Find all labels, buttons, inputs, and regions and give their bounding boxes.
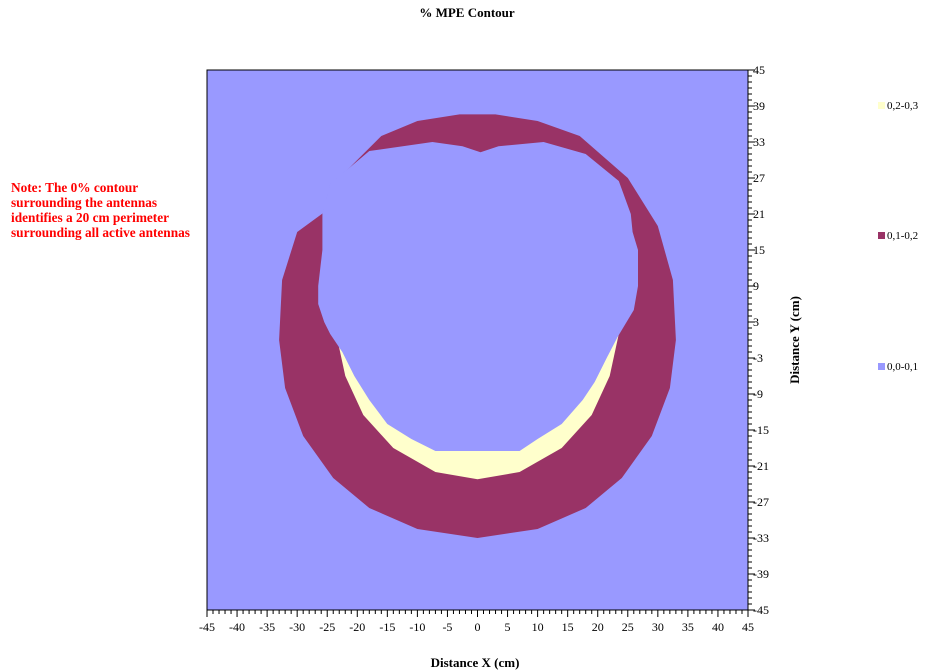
y-tick-label: -39 [753, 567, 769, 581]
x-tick-label: 15 [562, 620, 574, 634]
y-tick-label: -9 [753, 387, 763, 401]
contour-region-3 [318, 142, 638, 451]
y-tick-label: 39 [753, 99, 765, 113]
x-tick-label: -5 [442, 620, 452, 634]
y-tick-label: -33 [753, 531, 769, 545]
x-tick-label: 25 [622, 620, 634, 634]
x-tick-label: -30 [289, 620, 305, 634]
y-tick-label: -21 [753, 459, 769, 473]
legend-label: 0,0-0,1 [887, 361, 918, 373]
y-tick-label: -15 [753, 423, 769, 437]
legend-swatch [878, 363, 885, 370]
legend-item: 0,1-0,2 [878, 230, 918, 242]
y-tick-label: 9 [753, 279, 759, 293]
x-tick-label: 0 [475, 620, 481, 634]
x-tick-label: -25 [319, 620, 335, 634]
y-tick-label: 45 [753, 63, 765, 77]
x-tick-label: 30 [652, 620, 664, 634]
y-tick-label: -27 [753, 495, 769, 509]
legend-swatch [878, 102, 885, 109]
x-tick-label: 5 [505, 620, 511, 634]
x-axis: -45 -40 -35 -30 -25 -20 -15 -10 -5 0 5 10 15 20 25 30 35… [199, 609, 754, 634]
legend: 0,2-0,3 0,1-0,2 0,0-0,1 [878, 100, 919, 373]
y-tick-label: 21 [753, 207, 765, 221]
x-tick-label: -40 [229, 620, 245, 634]
x-tick-label: -10 [409, 620, 425, 634]
y-axis-title: Distance Y (cm) [787, 296, 802, 384]
x-tick-label: -45 [199, 620, 215, 634]
x-tick-label: 40 [712, 620, 724, 634]
x-tick-label: 20 [592, 620, 604, 634]
y-tick-label: -3 [753, 351, 763, 365]
plot-area [206, 69, 749, 611]
y-axis: 45 39 33 27 21 15 9 3 -3 -9 -15 -21 -27 -33 -39 -45 [747, 63, 769, 617]
legend-swatch [878, 232, 885, 239]
x-tick-label: -35 [259, 620, 275, 634]
chart-title: % MPE Contour [419, 5, 515, 20]
x-tick-label: 10 [532, 620, 544, 634]
legend-label: 0,1-0,2 [887, 230, 918, 242]
y-tick-label: 3 [753, 315, 759, 329]
chart-annotation-note: Note: The 0% contour surrounding the ant… [11, 180, 190, 240]
x-tick-label: -20 [349, 620, 365, 634]
y-tick-label: -45 [753, 603, 769, 617]
x-tick-label: 45 [742, 620, 754, 634]
legend-item: 0,0-0,1 [878, 361, 918, 373]
x-tick-label: 35 [682, 620, 694, 634]
x-axis-title: Distance X (cm) [431, 655, 520, 670]
legend-item: 0,2-0,3 [878, 100, 919, 112]
y-tick-label: 27 [753, 171, 765, 185]
y-tick-label: 33 [753, 135, 765, 149]
x-tick-label: -15 [379, 620, 395, 634]
y-tick-label: 15 [753, 243, 765, 257]
legend-label: 0,2-0,3 [887, 100, 919, 112]
